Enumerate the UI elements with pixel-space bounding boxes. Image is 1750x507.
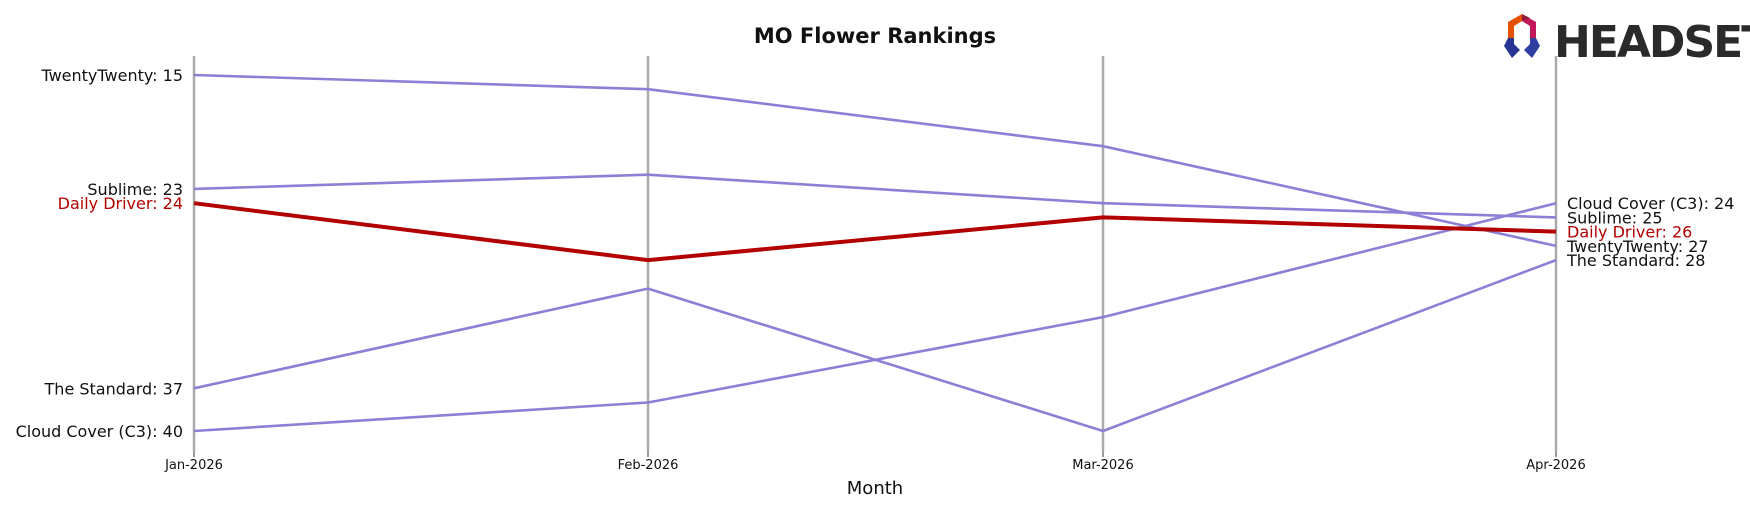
left-series-label: Daily Driver: 24 <box>58 194 183 213</box>
x-tick-label: Apr-2026 <box>1526 458 1585 473</box>
right-series-label: Daily Driver: 26 <box>1567 223 1692 242</box>
series-line-sublime <box>193 173 1557 219</box>
right-series-label: Cloud Cover (C3): 24 <box>1567 194 1734 213</box>
x-tick-label: Jan-2026 <box>164 458 223 473</box>
x-axis-label: Month <box>847 478 903 499</box>
left-series-label: TwentyTwenty: 15 <box>40 66 183 85</box>
series-lines <box>193 73 1557 433</box>
series-line-twentytwenty <box>193 73 1557 248</box>
right-series-label: Sublime: 25 <box>1567 208 1663 227</box>
right-series-label: The Standard: 28 <box>1566 251 1705 270</box>
x-tick-label: Mar-2026 <box>1072 458 1133 473</box>
headset-logo: HEADSET <box>1504 14 1750 68</box>
x-tick-labels: Jan-2026 Feb-2026 Mar-2026 Apr-2026 <box>164 452 1586 473</box>
left-series-label: Sublime: 23 <box>87 180 183 199</box>
chart-title: MO Flower Rankings <box>754 24 996 48</box>
logo-wordmark: HEADSET <box>1554 17 1750 68</box>
headset-logo-icon <box>1504 14 1540 58</box>
x-tick-label: Feb-2026 <box>618 458 679 473</box>
left-series-label: Cloud Cover (C3): 40 <box>16 422 183 441</box>
series-line-cloud-cover-c3 <box>193 201 1557 433</box>
left-series-label: The Standard: 37 <box>44 379 183 398</box>
month-axis-lines <box>192 56 1558 452</box>
right-series-label: TwentyTwenty: 27 <box>1566 237 1709 256</box>
series-line-daily-driver <box>193 201 1557 263</box>
series-line-the-standard <box>193 258 1557 433</box>
